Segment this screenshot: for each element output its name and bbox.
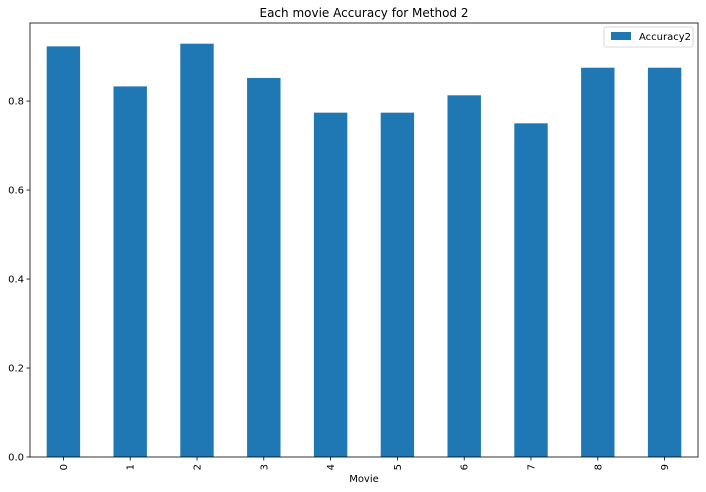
bar-9 [647, 67, 682, 458]
x-tick-label: 2 [193, 464, 204, 470]
x-tick-label: 7 [527, 464, 538, 470]
x-axis-label: Movie [349, 474, 379, 485]
x-tick-label: 9 [660, 464, 671, 470]
bar-7 [514, 123, 548, 457]
legend: Accuracy2 [603, 26, 694, 48]
y-tick-label: 0.2 [8, 364, 24, 375]
bar-4 [313, 112, 348, 458]
y-tick-label: 0.6 [8, 186, 24, 197]
x-tick-label: 4 [326, 464, 337, 470]
bar-8 [581, 67, 615, 458]
x-tick-label: 1 [126, 464, 137, 470]
y-axis: 0.0 0.2 0.4 0.6 0.8 [8, 97, 30, 464]
x-tick-label: 8 [593, 464, 604, 470]
bar-5 [380, 112, 415, 458]
bars-group [46, 43, 682, 458]
x-tick-label: 0 [59, 464, 70, 470]
bar-1 [113, 86, 147, 458]
y-tick-label: 0.4 [8, 275, 24, 286]
x-tick-label: 5 [393, 464, 404, 470]
bar-3 [247, 77, 281, 457]
legend-label: Accuracy2 [639, 32, 691, 43]
plot-area-frame [29, 22, 699, 458]
chart-title: Each movie Accuracy for Method 2 [260, 6, 469, 20]
x-tick-label: 6 [460, 464, 471, 470]
bar-6 [447, 95, 481, 458]
bar-2 [180, 43, 214, 457]
y-tick-label: 0.8 [8, 97, 24, 108]
y-tick-label: 0.0 [8, 453, 24, 464]
x-axis: 0 1 2 3 4 5 6 7 8 9 [59, 457, 671, 470]
legend-swatch [611, 32, 631, 40]
x-tick-label: 3 [259, 464, 270, 470]
bar-0 [46, 46, 81, 458]
